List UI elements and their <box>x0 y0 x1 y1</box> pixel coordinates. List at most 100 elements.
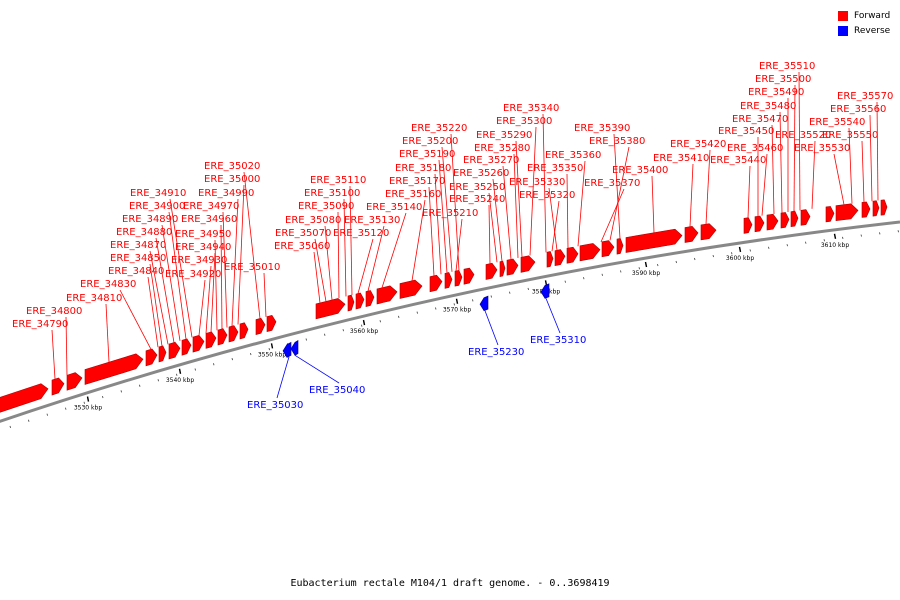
minor-tick <box>305 338 307 341</box>
forward-gene-label: ERE_35020 <box>204 161 260 172</box>
forward-gene-label: ERE_35320 <box>519 190 575 201</box>
forward-gene-arrow <box>0 383 49 413</box>
label-leader <box>168 211 187 340</box>
forward-gene-label: ERE_35420 <box>670 139 726 150</box>
tick-label: 3590 kbp <box>632 270 660 277</box>
minor-tick <box>213 363 215 366</box>
label-leader <box>149 263 163 347</box>
forward-gene-arrow <box>158 345 167 363</box>
label-leader <box>529 126 537 256</box>
label-leader <box>551 200 560 252</box>
forward-gene-label: ERE_35550 <box>822 130 878 141</box>
label-leader <box>349 185 353 295</box>
major-tick <box>270 343 274 349</box>
label-leader <box>689 163 694 227</box>
forward-gene-arrow <box>463 267 475 285</box>
minor-tick <box>879 232 881 235</box>
forward-gene-label: ERE_35160 <box>385 189 441 200</box>
forward-swatch <box>838 11 848 21</box>
forward-gene-arrow <box>181 338 192 356</box>
minor-tick <box>768 246 770 249</box>
forward-gene-arrow <box>601 240 615 258</box>
minor-tick <box>268 348 270 351</box>
forward-gene-label: ERE_34790 <box>12 319 68 330</box>
reverse-gene-label: ERE_35040 <box>309 385 365 396</box>
reverse-gene-label: ERE_35230 <box>468 347 524 358</box>
forward-gene-label: ERE_35130 <box>344 215 400 226</box>
label-leader <box>51 329 56 380</box>
minor-tick <box>342 329 344 332</box>
minor-tick <box>361 324 363 327</box>
label-leader <box>119 289 152 350</box>
forward-track <box>0 199 888 413</box>
label-leader <box>488 204 491 264</box>
forward-gene-arrow <box>566 246 579 264</box>
forward-gene-arrow <box>499 260 506 277</box>
forward-gene-label: ERE_35570 <box>837 91 893 102</box>
minor-tick <box>731 252 733 255</box>
label-leader <box>434 173 442 275</box>
label-leader <box>484 310 499 346</box>
forward-gene-label: ERE_35480 <box>740 101 796 112</box>
forward-gene-label: ERE_34960 <box>181 214 237 225</box>
minor-tick <box>231 358 233 361</box>
forward-gene-label: ERE_35140 <box>366 202 422 213</box>
forward-gene-label: ERE_35190 <box>399 149 455 160</box>
genome-caption: Eubacterium rectale M104/1 draft genome.… <box>290 578 610 589</box>
label-leader <box>105 303 110 363</box>
label-leader <box>545 298 561 334</box>
forward-gene-arrow <box>616 238 624 255</box>
forward-gene-arrow <box>872 200 880 217</box>
forward-gene-label: ERE_35240 <box>449 194 505 205</box>
forward-gene-arrow <box>754 215 765 233</box>
label-leader <box>343 198 347 297</box>
minor-tick <box>805 241 807 244</box>
label-leader <box>276 356 290 399</box>
label-leader <box>314 238 327 302</box>
forward-gene-arrow <box>205 331 217 349</box>
reverse-gene-arrow <box>290 339 299 356</box>
legend-label-forward: Forward <box>854 11 891 21</box>
minor-tick <box>28 419 30 422</box>
label-leader <box>237 184 245 325</box>
forward-gene-arrow <box>743 217 753 234</box>
forward-gene-label: ERE_35300 <box>496 116 552 127</box>
minor-tick <box>786 244 788 247</box>
label-leader <box>205 265 212 334</box>
minor-tick <box>139 384 141 387</box>
label-leader <box>869 114 873 202</box>
forward-gene-arrow <box>365 290 375 307</box>
forward-gene-label: ERE_35520 <box>775 130 831 141</box>
label-leader <box>169 198 193 338</box>
label-leader <box>222 211 228 328</box>
reverse-gene-arrow <box>540 283 550 299</box>
forward-gene-label: ERE_35440 <box>710 155 766 166</box>
forward-gene-label: ERE_35090 <box>298 201 354 212</box>
forward-gene-label: ERE_34900 <box>129 201 185 212</box>
label-leader <box>542 113 547 253</box>
forward-gene-label: ERE_35170 <box>389 176 445 187</box>
forward-gene-label: ERE_35450 <box>718 126 774 137</box>
forward-gene-arrow <box>51 377 65 396</box>
forward-gene-label: ERE_35490 <box>748 87 804 98</box>
forward-gene-label: ERE_34970 <box>183 201 239 212</box>
legend-item-reverse: Reverse <box>838 24 890 38</box>
minor-tick <box>712 254 714 258</box>
forward-gene-arrow <box>700 223 717 241</box>
label-leader <box>438 159 448 273</box>
tick-label: 3530 kbp <box>74 405 102 412</box>
minor-tick <box>823 239 825 242</box>
minor-tick <box>65 407 67 410</box>
forward-gene-label: ERE_34940 <box>175 242 231 253</box>
label-leader <box>455 218 463 272</box>
forward-gene-arrow <box>684 226 699 243</box>
forward-gene-label: ERE_35350 <box>527 163 583 174</box>
forward-gene-arrow <box>780 212 790 229</box>
label-leader <box>294 354 340 384</box>
minor-tick <box>897 230 899 233</box>
label-leader <box>161 224 181 341</box>
forward-gene-label: ERE_35470 <box>732 114 788 125</box>
tick-label: 3560 kbp <box>350 328 378 335</box>
forward-gene-label: ERE_34800 <box>26 306 82 317</box>
label-leader <box>502 165 512 260</box>
